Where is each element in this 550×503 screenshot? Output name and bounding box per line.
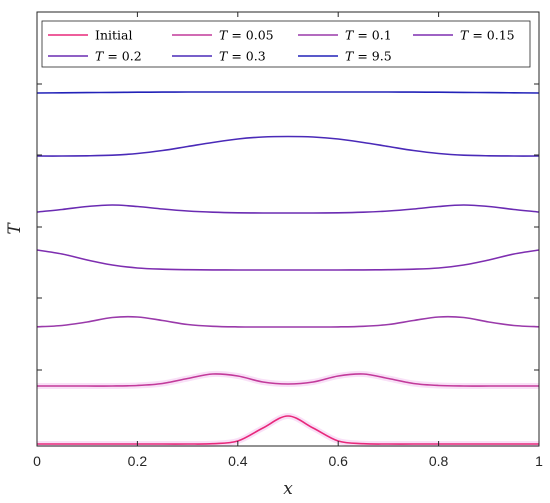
y-axis-label: T: [5, 222, 25, 235]
x-tick-label-2: 0.4: [228, 453, 248, 469]
plot-frame: [36, 11, 540, 447]
x-axis-ticks: 0 0.2 0.4 0.6 0.8 1: [33, 12, 543, 469]
y-axis-ticks: [37, 83, 539, 371]
legend-label-6: T = 9.5: [345, 49, 392, 64]
series-line-3: [36, 249, 540, 271]
x-axis-label: x: [283, 479, 293, 499]
legend-label-5: T = 0.3: [219, 49, 266, 64]
x-tick-label-4: 0.8: [429, 453, 449, 469]
series-line-0: [37, 415, 539, 445]
series-line-4: [36, 204, 540, 214]
plot-area: [37, 12, 539, 446]
legend-label-4: T = 0.2: [95, 49, 142, 64]
x-tick-label-0: 0: [33, 453, 41, 469]
legend-box: [41, 20, 531, 68]
x-tick-label-3: 0.6: [328, 453, 348, 469]
series-line-1: [37, 373, 539, 387]
legend-label-3: T = 0.15: [460, 28, 515, 43]
series-line-2: [36, 315, 540, 328]
legend-label-1: T = 0.05: [219, 28, 274, 43]
series-line-6: [36, 91, 540, 94]
series-layer: [36, 91, 540, 448]
series-line-5: [36, 135, 540, 157]
x-tick-label-5: 1: [535, 453, 543, 469]
x-tick-label-1: 0.2: [128, 453, 148, 469]
legend-label-2: T = 0.1: [345, 28, 392, 43]
legend: Initial T = 0.05 T = 0.1 T = 0.15 T = 0.2 T =…: [41, 20, 531, 68]
legend-label-0: Initial: [95, 28, 132, 43]
